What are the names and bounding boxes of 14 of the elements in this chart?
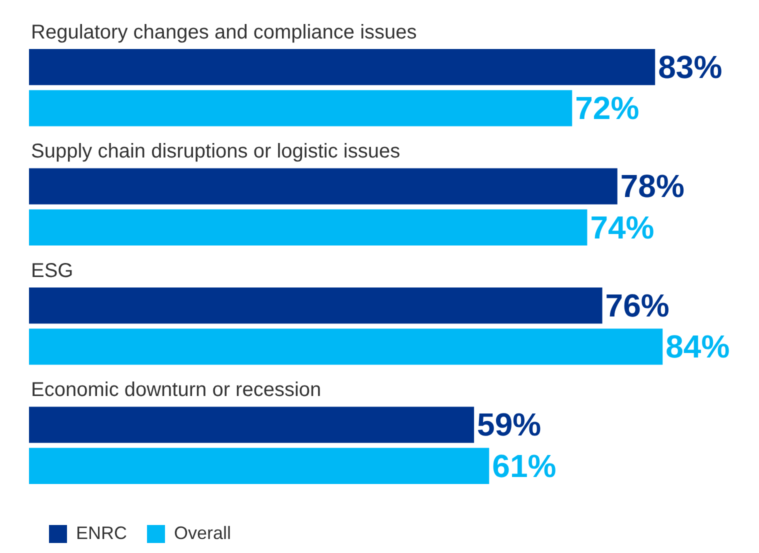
y-tick-label: Regulatory changes and compliance issues (31, 21, 417, 44)
data-label: 83% (658, 48, 722, 85)
data-label: 61% (492, 448, 556, 484)
data-label: 84% (666, 328, 730, 365)
data-label: 59% (477, 406, 542, 443)
legend-label: ENRC (76, 522, 128, 543)
data-label: 76% (605, 287, 670, 324)
y-tick-label: Economic downturn or recession (31, 379, 322, 402)
data-label: 78% (620, 168, 684, 204)
y-tick-label: ESG (31, 260, 74, 282)
y-tick-label: Supply chain disruptions or logistic issues (31, 140, 400, 163)
legend-label: Overall (174, 522, 232, 543)
data-label: 72% (575, 90, 640, 126)
data-label: 74% (590, 209, 654, 246)
